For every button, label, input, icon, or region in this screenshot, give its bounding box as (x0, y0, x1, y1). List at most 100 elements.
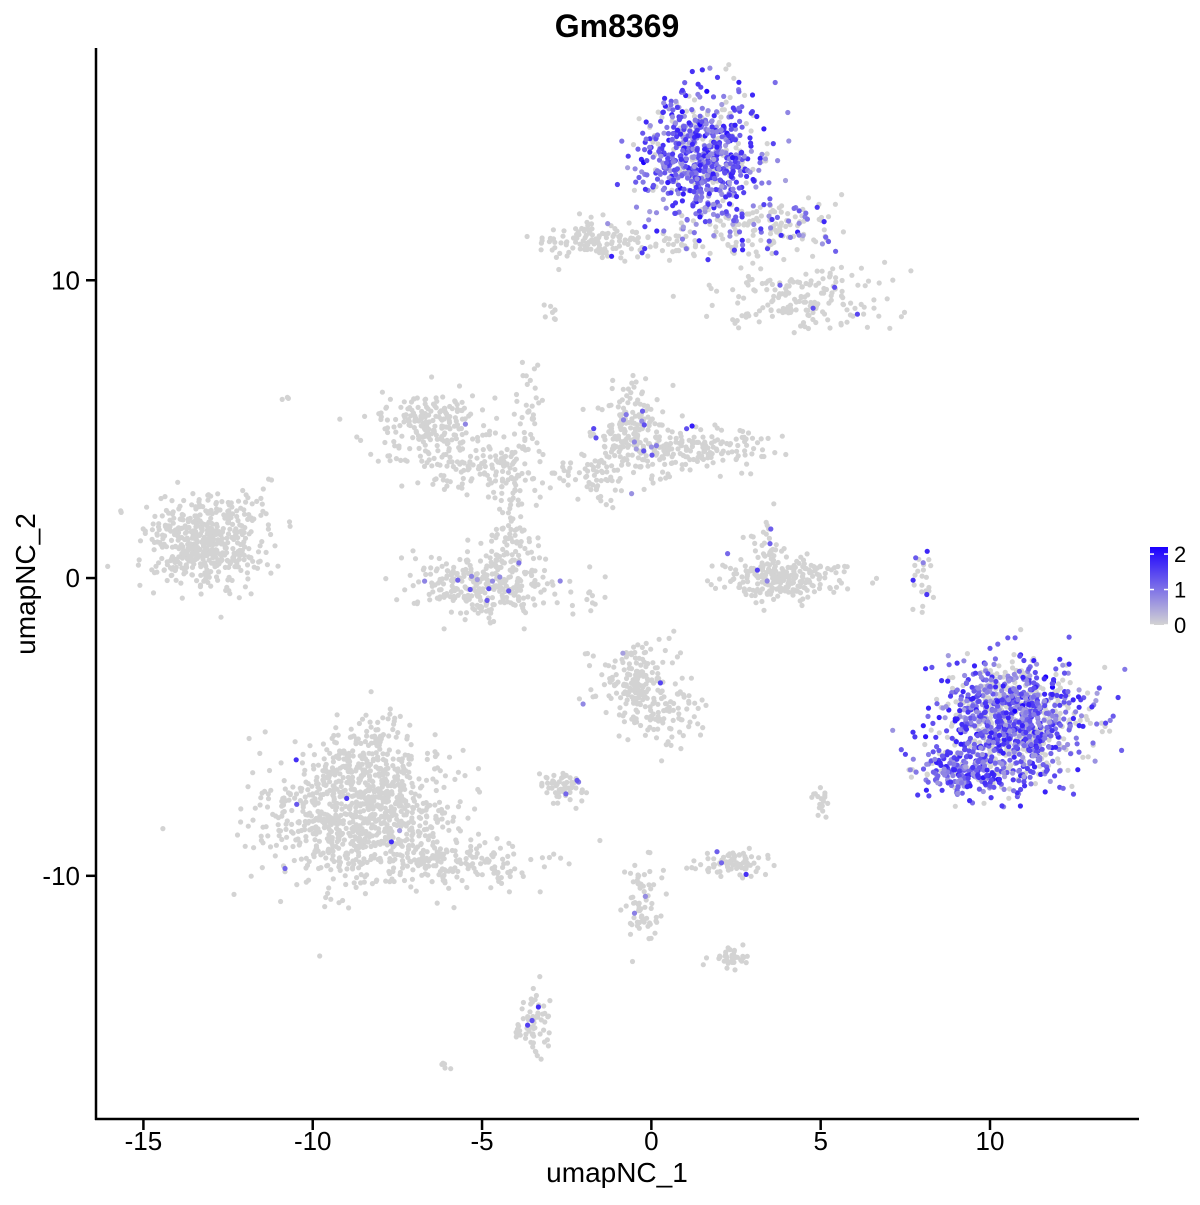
cell-point (666, 257, 673, 263)
cell-point (575, 496, 581, 502)
cell-point (608, 497, 614, 503)
cell-point (640, 130, 646, 136)
cell-point (432, 732, 438, 738)
cell-point (418, 842, 424, 848)
cell-point (816, 585, 823, 592)
cell-point (241, 529, 247, 536)
cell-point (800, 320, 807, 326)
cell-point (375, 458, 381, 464)
cell-point (430, 853, 436, 859)
cell-point (161, 541, 167, 547)
cell-point (740, 579, 746, 585)
cell-point (627, 870, 634, 876)
cell-point (406, 769, 412, 775)
cell-point (631, 680, 638, 686)
cell-point (649, 712, 655, 719)
cell-point (871, 305, 877, 311)
cell-point (551, 316, 558, 322)
cell-point (342, 873, 348, 879)
cell-point (404, 802, 410, 809)
cell-point (649, 669, 655, 676)
cell-point (690, 218, 697, 224)
cell-point (346, 861, 352, 867)
cell-point (706, 282, 712, 288)
cell-point (207, 542, 213, 548)
cell-point (565, 482, 571, 488)
cell-point (492, 495, 498, 501)
cell-point (520, 873, 526, 880)
cell-point (649, 678, 655, 684)
cell-point (325, 890, 331, 897)
cell-point (628, 425, 634, 431)
cell-point (762, 871, 769, 878)
cell-point (548, 303, 554, 309)
cell-point (350, 753, 356, 759)
cell-point (922, 741, 928, 748)
cell-point (344, 850, 350, 856)
cell-point (1018, 627, 1024, 633)
cell-point (625, 692, 631, 698)
cell-point (700, 725, 706, 731)
cell-point (407, 722, 413, 728)
cell-point (645, 463, 651, 469)
cell-point (446, 418, 452, 424)
cell-point (351, 880, 357, 886)
cell-point (622, 869, 628, 875)
cell-point (695, 721, 701, 727)
cell-point (919, 582, 925, 588)
cell-point (457, 447, 463, 453)
cell-point (532, 421, 538, 427)
cell-point (753, 249, 759, 255)
cell-point (182, 530, 188, 536)
cell-point (745, 238, 751, 244)
cell-point (519, 583, 525, 589)
cell-point (291, 857, 297, 864)
cell-point (651, 882, 657, 888)
cell-point (441, 405, 447, 411)
cell-point (407, 827, 413, 833)
cell-point (618, 255, 624, 261)
cell-point (551, 851, 557, 857)
cell-point (191, 551, 197, 557)
cell-point (715, 437, 721, 443)
cell-point (639, 418, 645, 424)
cell-point (378, 859, 384, 865)
cell-point (701, 444, 707, 450)
cell-point (334, 712, 340, 718)
cell-point (167, 517, 173, 523)
cell-point (489, 578, 496, 584)
cell-point (871, 297, 877, 303)
cell-point (1085, 690, 1091, 696)
cell-point (179, 516, 185, 522)
cell-point (411, 849, 417, 856)
cell-point (487, 454, 493, 460)
cell-point (460, 747, 466, 753)
cell-point (539, 397, 546, 403)
cell-point (160, 536, 166, 542)
cell-point (513, 482, 519, 488)
cell-point (713, 186, 719, 193)
cell-point (249, 501, 255, 507)
cell-point (641, 402, 647, 408)
cell-point (512, 532, 518, 538)
cell-point (761, 126, 767, 132)
cell-point (375, 817, 381, 823)
cell-point (406, 761, 412, 767)
cell-point (527, 1009, 533, 1015)
cell-point (861, 304, 867, 310)
cell-point (535, 1010, 541, 1016)
cell-point (456, 826, 462, 832)
cell-point (655, 109, 661, 115)
cell-point (202, 562, 208, 568)
cell-point (329, 819, 335, 825)
cell-point (825, 214, 832, 220)
cell-point (743, 857, 749, 863)
cell-point (380, 715, 386, 721)
cell-point (416, 436, 422, 442)
cell-point (565, 472, 571, 478)
cell-point (179, 595, 185, 601)
cell-point (408, 413, 414, 419)
cell-point (725, 945, 731, 951)
cell-point (800, 557, 807, 563)
cell-point (642, 147, 648, 153)
